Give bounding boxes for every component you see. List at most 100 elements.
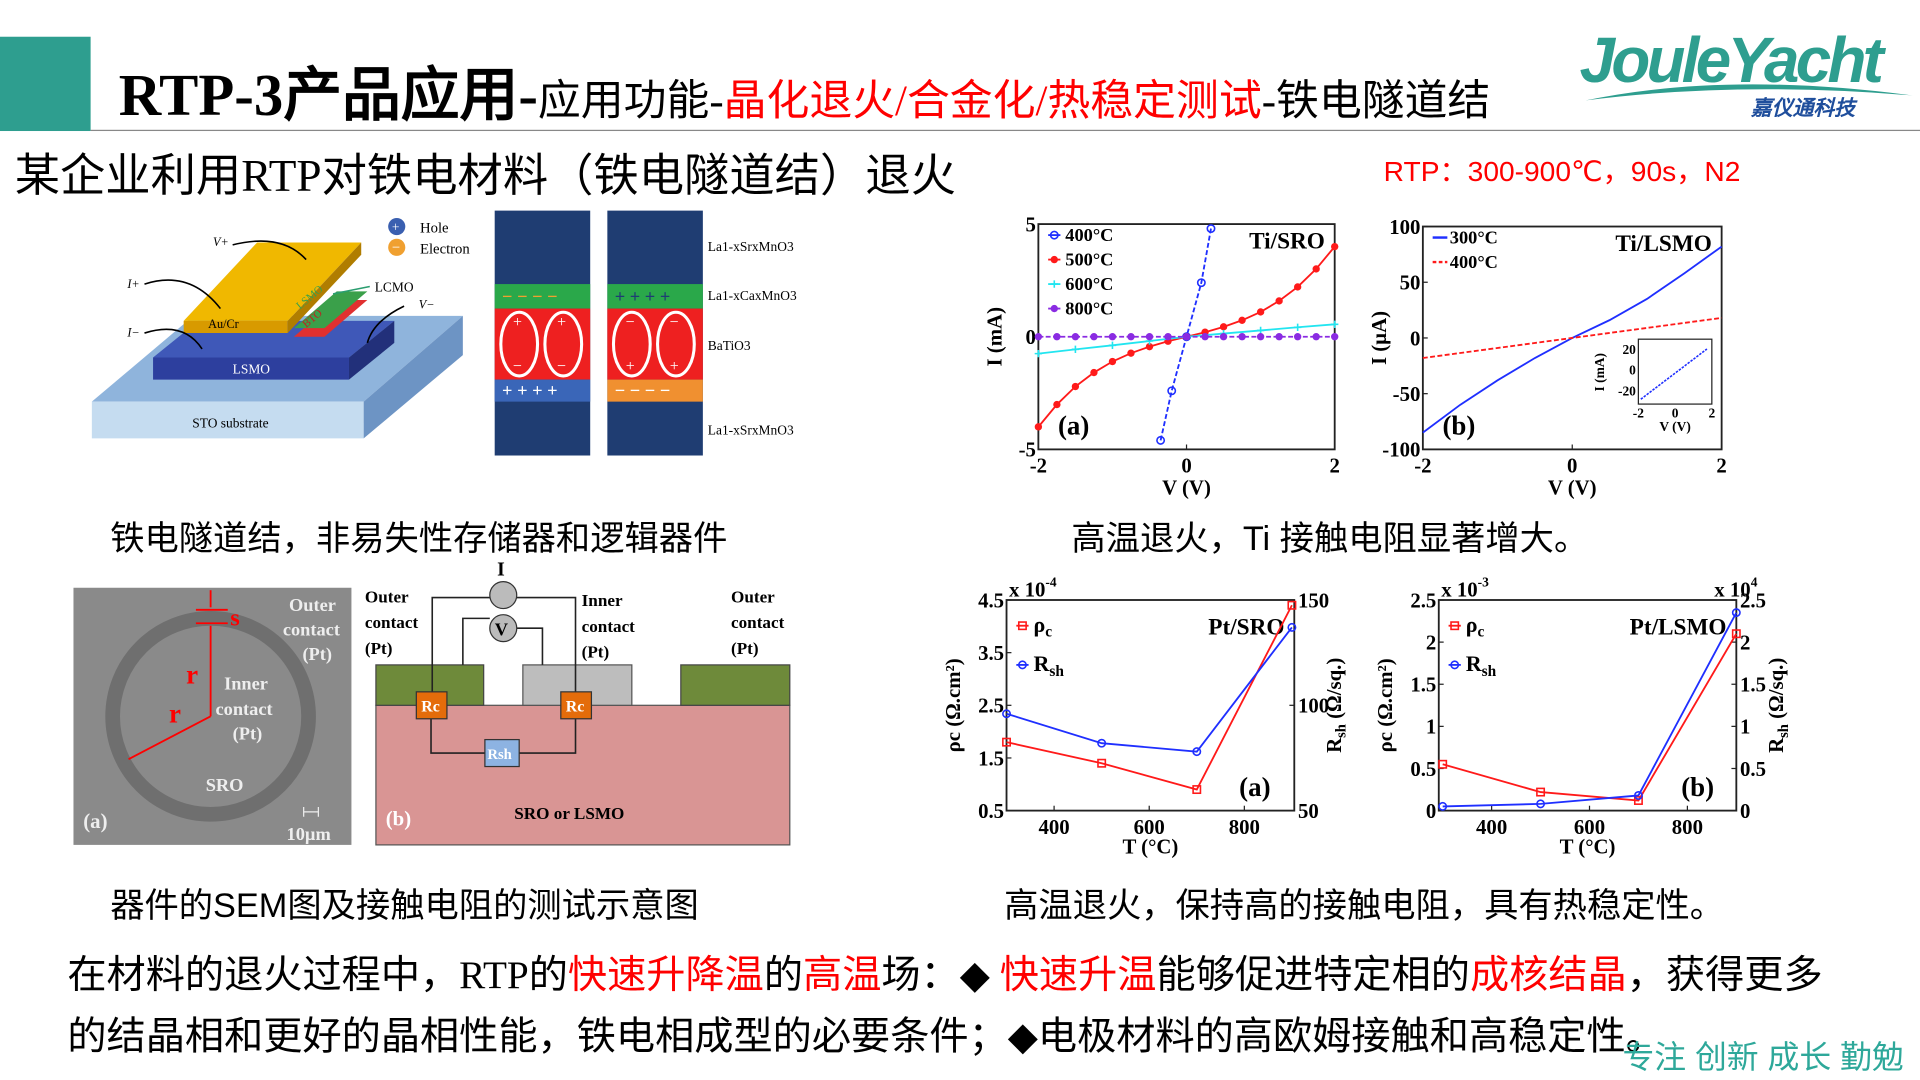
inset-x-tick: 2 xyxy=(1708,406,1715,421)
label-inner: contact xyxy=(216,699,274,719)
y2-tick-label: 0 xyxy=(1740,799,1750,823)
data-point xyxy=(1017,621,1027,631)
label-inner: Inner xyxy=(224,673,268,693)
y-tick-label: 1.5 xyxy=(978,746,1004,770)
series-Rsh: Rsh xyxy=(1438,608,1741,811)
data-point xyxy=(1192,747,1202,757)
y-tick-label: 5 xyxy=(1026,212,1036,236)
label-electron: Electron xyxy=(420,241,470,257)
svg-text:−: − xyxy=(513,358,522,375)
logo-swoosh-icon xyxy=(1585,84,1913,101)
data-point xyxy=(1182,333,1191,341)
data-point xyxy=(1097,758,1107,768)
data-point xyxy=(1049,230,1059,240)
rc-label: Rc xyxy=(421,698,440,715)
data-point xyxy=(1050,255,1058,264)
accent-block xyxy=(0,36,91,132)
rc-label: Rc xyxy=(566,698,585,715)
charges-right-bottom: − − − − xyxy=(615,381,671,401)
data-point xyxy=(1145,342,1154,351)
plot-title: Ti/SRO xyxy=(1249,229,1325,255)
x-axis-label: V (V) xyxy=(1162,476,1211,500)
data-point xyxy=(1293,333,1302,341)
label-hole: Hole xyxy=(420,221,449,237)
data-point xyxy=(1196,278,1206,288)
y2-tick-label: 150 xyxy=(1298,588,1329,612)
data-point xyxy=(1331,333,1339,341)
data-point xyxy=(1201,333,1209,341)
highlight: 快速升温 xyxy=(999,952,1157,997)
y-axis-label: I (mA) xyxy=(983,307,1007,367)
text: 在材料的退火过程中，RTP的 xyxy=(67,952,568,997)
data-point xyxy=(1090,333,1098,341)
x-tick-label: 600 xyxy=(1134,815,1165,839)
axis-multiplier: x 10-4 xyxy=(1009,575,1057,602)
substrate-label: SRO or LSMO xyxy=(514,804,624,823)
series-ρc: ρc xyxy=(1438,612,1741,805)
data-point xyxy=(1090,368,1098,377)
y-tick-label: 100 xyxy=(1389,215,1420,239)
sem-image: s r r Outer contact (Pt) Inner contact (… xyxy=(73,587,352,845)
svg-text:−: − xyxy=(670,314,679,331)
x-tick-label: 800 xyxy=(1672,815,1703,839)
page-title: RTP-3产品应用-应用功能-晶化退火/合金化/热稳定测试-铁电隧道结 xyxy=(119,47,1491,129)
contact-schematic: I V Rc Rc Rsh Outer contact (Pt) Inner c… xyxy=(365,560,791,846)
data-point xyxy=(1450,621,1460,631)
x-tick-label: 0 xyxy=(1567,454,1577,478)
svg-text:+: + xyxy=(670,358,679,375)
x-tick-label: 0 xyxy=(1181,454,1191,478)
layer-label: BaTiO3 xyxy=(708,338,751,353)
label-lcmo: LCMO xyxy=(375,279,414,294)
y2-tick-label: 2 xyxy=(1740,630,1750,654)
axis-multiplier: x 10-3 xyxy=(1441,575,1489,602)
data-point xyxy=(1536,799,1546,809)
label-outer-left: Outer xyxy=(365,587,409,606)
data-point xyxy=(1192,785,1202,795)
slogan: 专注 创新 成长 勤勉 xyxy=(1622,1038,1904,1076)
charges-left-top: − − − − xyxy=(502,286,558,306)
data-point xyxy=(1331,242,1339,251)
data-point xyxy=(1108,333,1117,341)
charges-right-top: + + + + xyxy=(615,286,671,306)
data-point xyxy=(1238,316,1246,324)
y-tick-label: 0 xyxy=(1026,325,1036,349)
label-lsmo: LSMO xyxy=(233,361,271,376)
label-sro: SRO xyxy=(206,775,244,795)
label-r: r xyxy=(186,659,198,689)
layer-label: La1-xSrxMnO3 xyxy=(708,423,794,438)
legend-label: ρc xyxy=(1466,612,1485,641)
panel-label: (b) xyxy=(386,806,411,830)
data-point xyxy=(1438,759,1448,769)
label-i-minus: I− xyxy=(126,326,139,340)
company-logo: JouleYacht 嘉仪通科技 xyxy=(1580,24,1917,122)
y-tick-label: 50 xyxy=(1400,271,1421,295)
y-tick-label: 4.5 xyxy=(978,588,1004,612)
data-point xyxy=(1034,333,1043,341)
label-aucr: Au/Cr xyxy=(208,317,239,331)
svg-text:+: + xyxy=(557,314,566,331)
y-tick-label: 1 xyxy=(1426,715,1436,739)
inset-series xyxy=(1640,348,1708,400)
series-ρc: ρc xyxy=(1002,600,1297,795)
data-point xyxy=(1206,224,1216,234)
plot-frame xyxy=(1005,599,1296,812)
plot-resistance-pt-lsmo: 400 600 800 0 0.5 1 1.5 2 2.5 0 0.5 1 1.5 2 2.5 T (°C) ρ… xyxy=(1373,575,1792,859)
y-tick-label: -5 xyxy=(1019,438,1036,462)
legend-label: 600°C xyxy=(1065,274,1113,294)
hole-icon xyxy=(388,217,406,236)
legend-label: 400°C xyxy=(1065,225,1113,245)
x-axis-label: T (°C) xyxy=(1560,834,1616,858)
rsh-label: Rsh xyxy=(487,747,512,763)
data-point xyxy=(1145,333,1154,341)
series-line xyxy=(1442,633,1738,802)
title-part1: 应用功能- xyxy=(537,77,724,125)
y2-tick-label: 50 xyxy=(1298,799,1319,823)
data-point xyxy=(1002,709,1012,719)
data-point xyxy=(1050,280,1058,288)
logo-cn: 嘉仪通科技 xyxy=(1751,96,1856,121)
data-point xyxy=(1438,801,1448,811)
data-point xyxy=(1633,796,1643,805)
header-divider xyxy=(90,129,1920,132)
y2-tick-label: 100 xyxy=(1298,694,1329,718)
